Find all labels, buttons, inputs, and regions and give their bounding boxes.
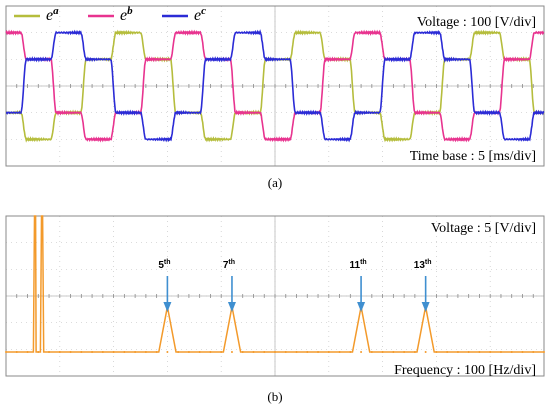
spectrum-sample-320 <box>177 351 180 353</box>
spectrum-sample-880 <box>478 351 481 353</box>
spectrum-sample-40 <box>26 351 29 353</box>
spectrum-sample-540 <box>295 351 298 353</box>
spectrum-sample-940 <box>510 351 513 353</box>
spectrum-sample-740 <box>403 351 406 353</box>
spectrum-sample-460 <box>252 351 255 353</box>
spectrum-sample-120 <box>69 351 72 353</box>
panel-a-time-domain: ea eb ec Voltage : 100 [V/div] Time base :… <box>5 5 545 167</box>
spectrum-sample-520 <box>284 351 287 353</box>
harmonic-label-13: 13th <box>414 259 432 271</box>
spectrum-sample-620 <box>338 351 341 353</box>
spectrum-sample-800 <box>435 351 438 353</box>
spectrum-sample-700 <box>381 351 384 353</box>
spectrum-sample-300 <box>166 351 169 353</box>
panel-b-caption: (b) <box>267 389 282 404</box>
panel-a-caption: (a) <box>268 175 282 190</box>
panel-a-frame <box>5 5 545 167</box>
spectrum-sample-360 <box>198 351 201 353</box>
spectrum-sample-1000 <box>543 351 545 353</box>
panel-a-grid <box>5 5 545 167</box>
harmonic-arrowhead-7 <box>227 302 236 312</box>
spectrum-sample-420 <box>230 351 233 353</box>
spectrum-sample-0 <box>5 351 7 353</box>
spectrum-sample-20 <box>15 351 18 353</box>
spectrum-sample-760 <box>413 351 416 353</box>
spectrum-sample-660 <box>360 351 363 353</box>
spectrum-sample-980 <box>532 351 535 353</box>
spectrum-sample-600 <box>327 351 330 353</box>
legend-label-c: ec <box>194 5 206 24</box>
spectrum-sample-580 <box>317 351 320 353</box>
legend-label-a: ea <box>46 5 59 24</box>
panel-b-frequency-scale: Frequency : 100 [Hz/div] <box>394 363 536 378</box>
harmonic-arrowhead-5 <box>163 302 172 312</box>
spectrum-sample-280 <box>155 351 158 353</box>
spectrum-sample-500 <box>274 351 276 353</box>
spectrum-sample-180 <box>101 351 104 353</box>
panel-a-time-base: Time base : 5 [ms/div] <box>410 149 536 164</box>
harmonic-arrowhead-11 <box>357 302 366 312</box>
spectrum-sample-340 <box>187 351 190 353</box>
spectrum-sample-920 <box>499 351 502 353</box>
spectrum-sample-720 <box>392 351 395 353</box>
spectrum-sample-680 <box>370 351 373 353</box>
panel-b-frequency-spectrum: 5th 7th 11th 13th Voltage : 5 [V/div] Frequ… <box>5 215 545 378</box>
panel-b-frame <box>5 215 545 377</box>
panel-b-harmonic-labels: 5th 7th 11th 13th <box>158 259 432 312</box>
spectrum-sample-960 <box>521 351 524 353</box>
spectrum-sample-380 <box>209 351 212 353</box>
spectrum-sample-560 <box>306 351 309 353</box>
spectrum-sample-440 <box>241 351 244 353</box>
panel-b-spectrum <box>5 215 545 353</box>
spectrum-sample-860 <box>467 351 470 353</box>
spectrum-sample-200 <box>112 351 115 353</box>
harmonic-label-7: 7th <box>223 259 235 271</box>
panel-b-voltage-scale: Voltage : 5 [V/div] <box>431 221 536 236</box>
spectrum-sample-840 <box>456 351 459 353</box>
panel-a-voltage-scale: Voltage : 100 [V/div] <box>417 15 536 30</box>
spectrum-sample-260 <box>144 351 147 353</box>
spectrum-sample-480 <box>263 351 266 353</box>
panel-a-waveforms <box>5 29 545 143</box>
spectrum-sample-400 <box>220 351 223 353</box>
spectrum-sample-900 <box>489 351 492 353</box>
harmonic-label-11: 11th <box>349 259 366 271</box>
spectrum-sample-80 <box>48 351 51 353</box>
spectrum-sample-780 <box>424 351 427 353</box>
panel-a-legend: ea eb ec <box>14 5 206 24</box>
spectrum-sample-220 <box>123 351 126 353</box>
series-e-b-line <box>5 29 545 143</box>
spectrum-sample-140 <box>80 351 83 353</box>
harmonic-arrowhead-13 <box>421 302 430 312</box>
harmonic-label-5: 5th <box>158 259 170 271</box>
legend-label-b: eb <box>120 5 133 24</box>
spectrum-sample-60 <box>37 351 40 353</box>
spectrum-sample-100 <box>58 351 61 353</box>
spectrum-sample-640 <box>349 351 352 353</box>
spectrum-sample-160 <box>91 351 94 353</box>
spectrum-sample-820 <box>446 351 449 353</box>
series-e-c-line <box>5 29 545 143</box>
spectrum-sample-240 <box>134 351 137 353</box>
